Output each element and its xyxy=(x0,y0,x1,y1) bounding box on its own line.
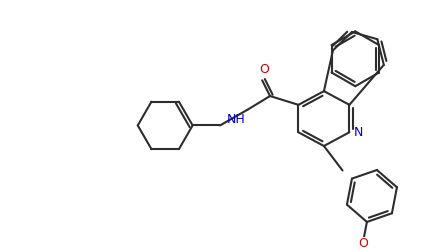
Text: O: O xyxy=(259,64,269,76)
Text: N: N xyxy=(353,126,363,139)
Text: O: O xyxy=(358,236,368,250)
Text: NH: NH xyxy=(227,113,246,126)
